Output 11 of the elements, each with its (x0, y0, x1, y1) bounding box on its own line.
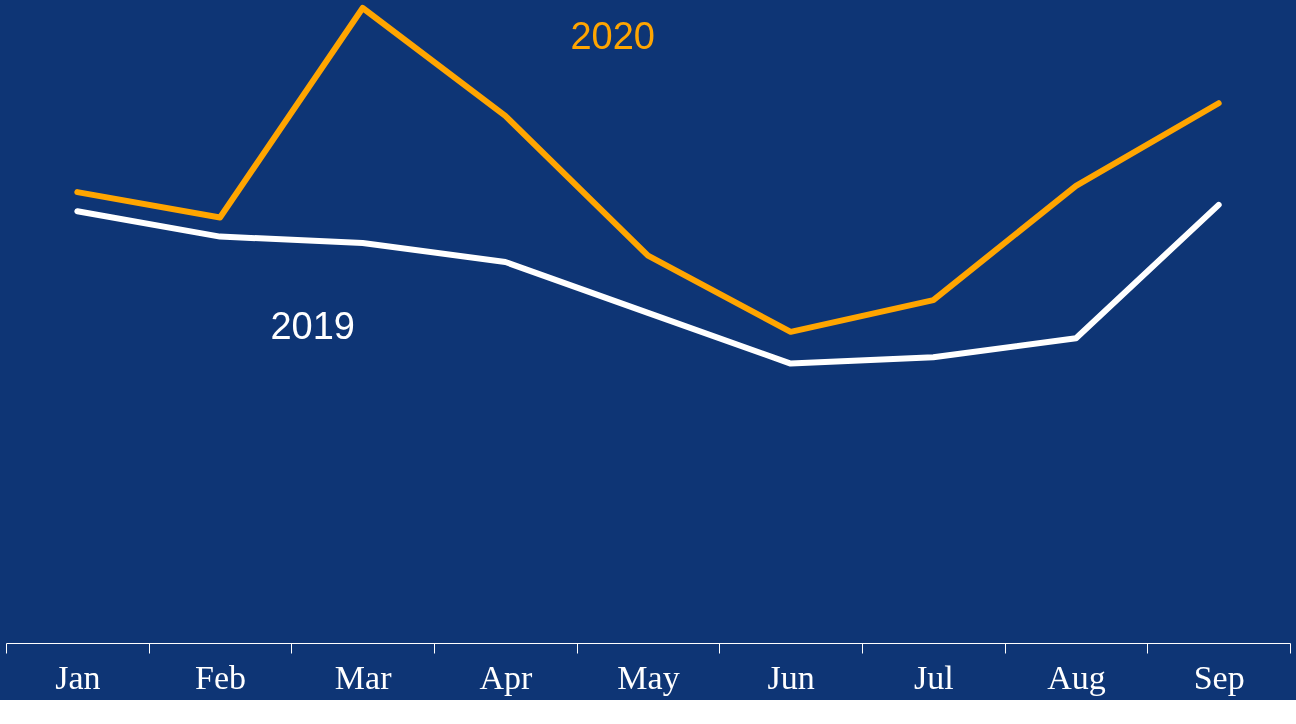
x-tick-label: Feb (195, 658, 246, 696)
x-tick-label: Jan (55, 658, 101, 696)
x-tick-label: Jun (767, 658, 815, 696)
series-label: 2019 (270, 304, 355, 347)
x-tick-label: Apr (479, 658, 533, 696)
x-tick-label: Sep (1193, 658, 1245, 696)
x-tick-label: Mar (334, 658, 393, 696)
text: 2020 (570, 15, 655, 57)
x-tick-label: Aug (1047, 658, 1106, 696)
x-tick-label: May (617, 658, 680, 696)
x-tick-label: Jul (913, 658, 954, 696)
